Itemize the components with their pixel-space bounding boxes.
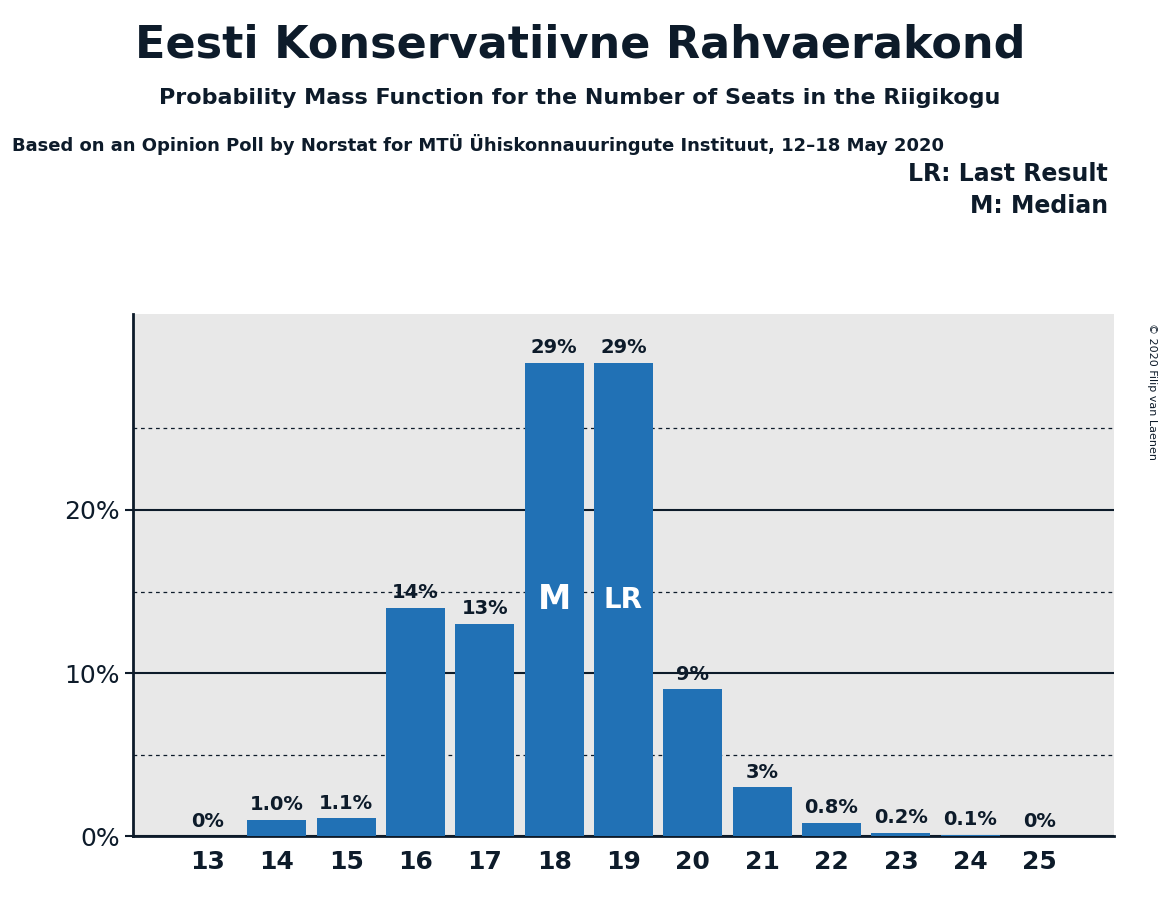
Text: 9%: 9%	[676, 664, 710, 684]
Text: Eesti Konservatiivne Rahvaerakond: Eesti Konservatiivne Rahvaerakond	[135, 23, 1025, 67]
Text: 1.1%: 1.1%	[319, 794, 374, 812]
Text: 0%: 0%	[191, 811, 224, 831]
Text: 29%: 29%	[600, 338, 647, 358]
Text: Based on an Opinion Poll by Norstat for MTÜ Ühiskonnauuringute Instituut, 12–18 : Based on an Opinion Poll by Norstat for …	[12, 134, 943, 155]
Text: Probability Mass Function for the Number of Seats in the Riigikogu: Probability Mass Function for the Number…	[159, 88, 1001, 108]
Bar	[594, 363, 653, 836]
Bar	[941, 834, 1000, 836]
Text: 29%: 29%	[531, 338, 578, 358]
Bar	[386, 608, 445, 836]
Text: 14%: 14%	[392, 583, 438, 602]
Text: 3%: 3%	[746, 762, 778, 782]
Text: 13%: 13%	[462, 600, 508, 618]
Bar	[524, 363, 583, 836]
Bar	[871, 833, 930, 836]
Text: 1.0%: 1.0%	[249, 796, 304, 814]
Bar	[664, 689, 723, 836]
Text: M: M	[537, 583, 571, 616]
Bar	[733, 787, 791, 836]
Text: LR: LR	[604, 586, 643, 614]
Text: LR: Last Result: LR: Last Result	[908, 162, 1108, 186]
Text: 0%: 0%	[1023, 811, 1056, 831]
Bar	[247, 820, 306, 836]
Text: 0.2%: 0.2%	[873, 808, 928, 827]
Text: 0.1%: 0.1%	[943, 809, 998, 829]
Text: 0.8%: 0.8%	[805, 798, 858, 818]
Bar	[317, 819, 376, 836]
Bar	[456, 624, 514, 836]
Text: © 2020 Filip van Laenen: © 2020 Filip van Laenen	[1147, 323, 1157, 460]
Bar	[802, 823, 861, 836]
Text: M: Median: M: Median	[970, 194, 1108, 218]
